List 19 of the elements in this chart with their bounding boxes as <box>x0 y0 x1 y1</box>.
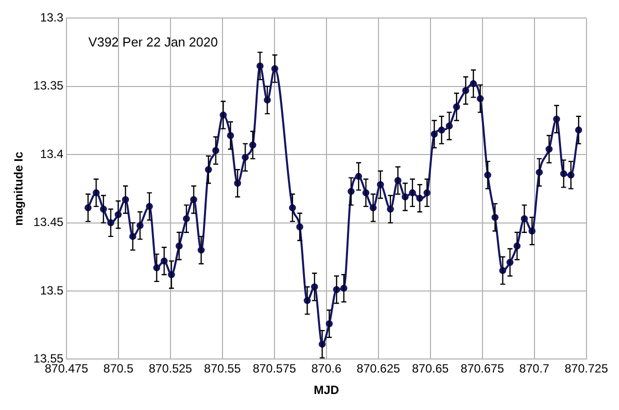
x-tick-label: 870.675 <box>460 362 504 376</box>
x-axis-title: MJD <box>314 383 340 398</box>
y-tick-label: 13.5 <box>40 283 64 298</box>
y-axis-title: magnitude Ic <box>12 151 26 226</box>
x-tick-label: 870.575 <box>252 362 296 376</box>
x-tick-label: 870.6 <box>311 362 342 376</box>
x-tick-label: 870.725 <box>564 362 608 376</box>
text: V392 Per 22 Jan 2020 <box>88 34 218 50</box>
y-tick-label: 13.4 <box>40 146 64 161</box>
x-tick-label: 870.475 <box>44 362 88 376</box>
x-tick-label: 870.525 <box>148 362 192 376</box>
x-tick-label: 870.65 <box>412 362 450 376</box>
x-tick-label: 870.625 <box>356 362 400 376</box>
x-tick-label: 870.5 <box>103 362 134 376</box>
y-tick-label: 13.3 <box>40 10 64 25</box>
y-tick-label: 13.35 <box>33 78 64 93</box>
x-tick-label: 870.55 <box>204 362 242 376</box>
x-tick-label: 870.7 <box>519 362 550 376</box>
y-tick-label: 13.45 <box>33 215 64 230</box>
